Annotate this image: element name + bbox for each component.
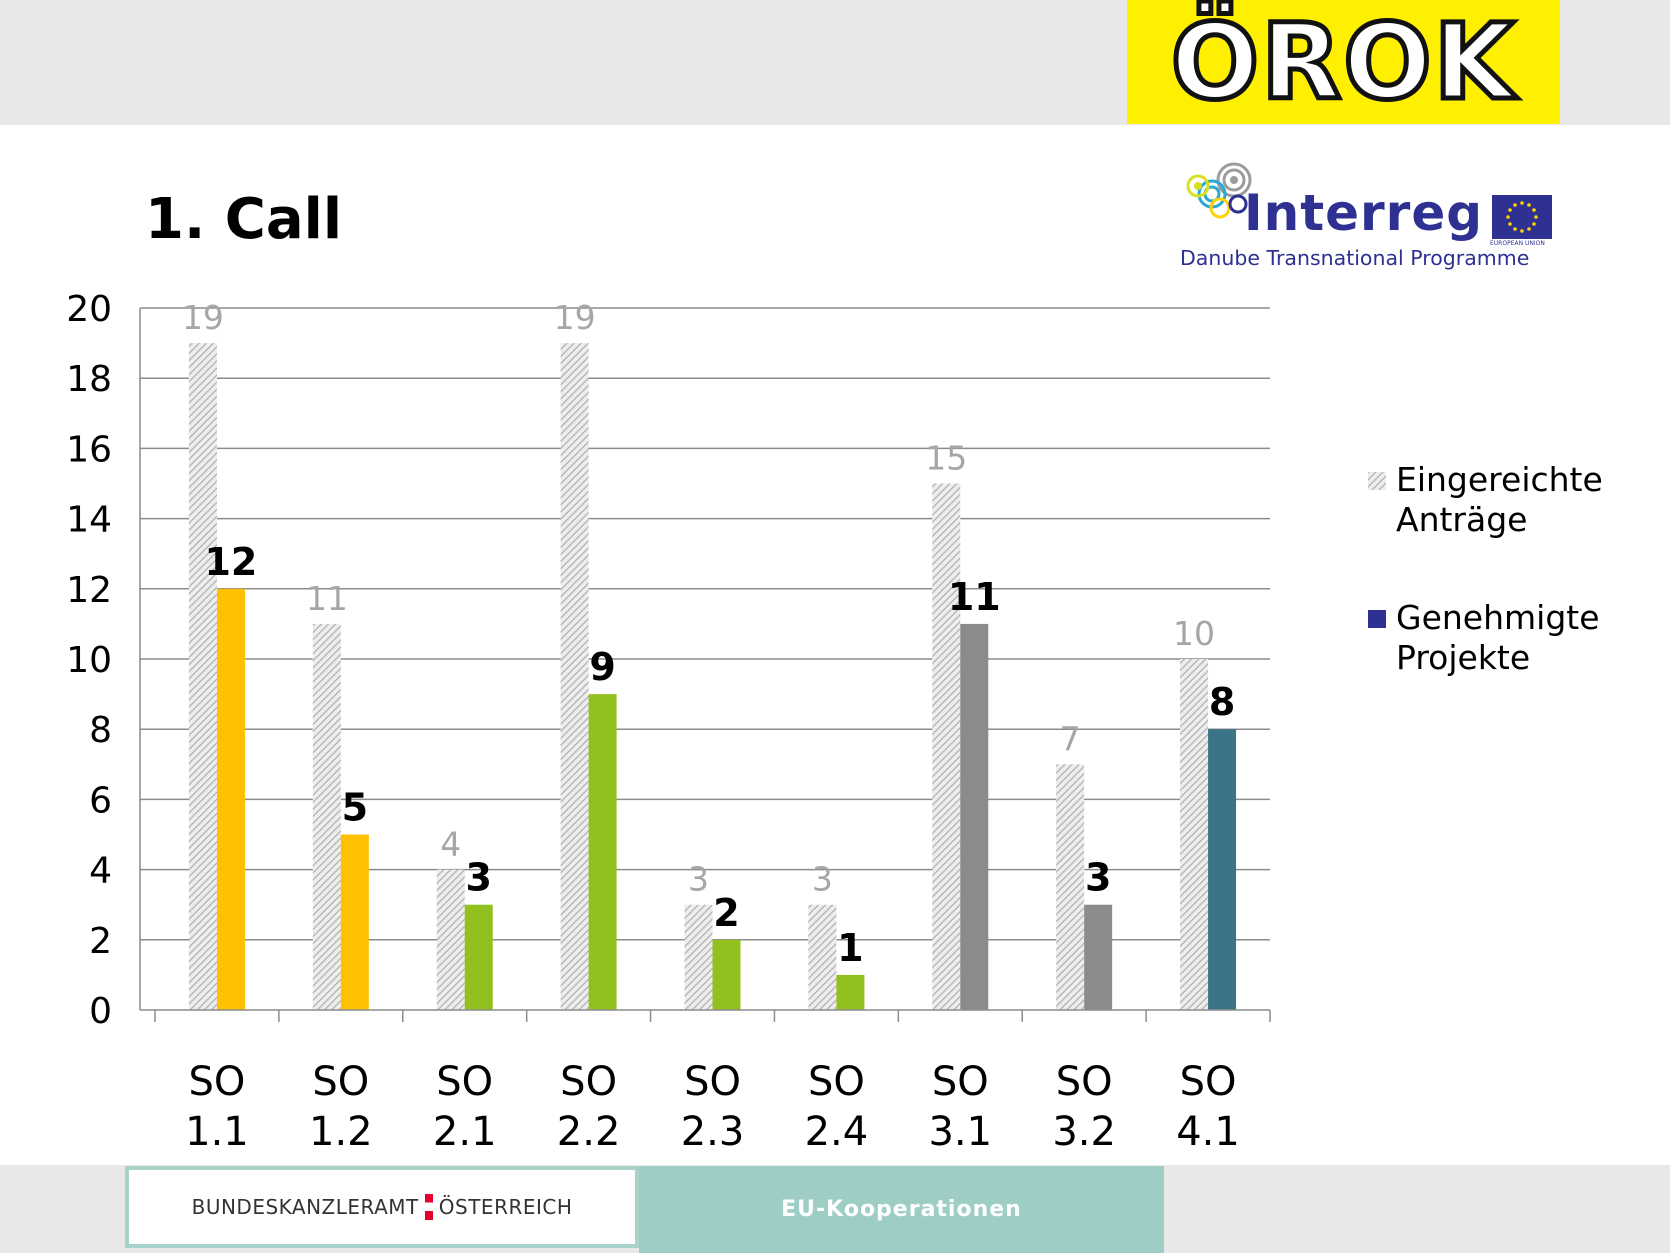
x-tick-label: SO [932, 1059, 989, 1105]
bar-eingereichte [1180, 659, 1209, 1010]
x-tick-label: SO [312, 1059, 369, 1105]
bar-genehmigte [216, 588, 245, 1010]
bka-text-2: ÖSTERREICH [438, 1195, 573, 1219]
x-tick-label: 2.4 [805, 1109, 869, 1155]
bar-eingereichte [560, 343, 589, 1011]
eu-flag-icon [1492, 195, 1552, 239]
y-tick-label: 4 [89, 851, 112, 892]
legend-label-genehmigte: Genehmigte Projekte [1396, 598, 1600, 677]
data-label-eingereichte: 7 [1060, 719, 1081, 758]
data-label-eingereichte: 11 [306, 579, 348, 618]
axes: 02468101214161820SO1.1SO1.2SO2.1SO2.2SO2… [66, 289, 1271, 1155]
bar-genehmigte [464, 904, 493, 1010]
bar-eingereichte [312, 623, 341, 1010]
x-tick-label: SO [1180, 1059, 1237, 1105]
data-label-eingereichte: 19 [182, 298, 224, 337]
bundeskanzleramt-logo: BUNDESKANZLERAMT ÖSTERREICH [125, 1166, 639, 1248]
x-tick-label: 2.3 [681, 1109, 745, 1155]
bar-genehmigte [1208, 729, 1237, 1010]
data-label-genehmigte: 9 [589, 645, 615, 689]
eu-caption: EUROPEAN UNION [1490, 240, 1545, 247]
x-tick-label: 2.2 [557, 1109, 621, 1155]
page-title: 1. Call [145, 187, 343, 252]
x-tick-label: 2.1 [433, 1109, 497, 1155]
y-tick-label: 10 [66, 640, 112, 681]
orok-logo: ÖROK [1127, 0, 1560, 124]
legend-swatch-solid [1368, 610, 1386, 628]
x-tick-label: SO [684, 1059, 741, 1105]
data-label-eingereichte: 3 [688, 860, 709, 899]
legend-label-eingereichte: Eingereichte Anträge [1396, 460, 1603, 539]
x-tick-label: SO [436, 1059, 493, 1105]
interreg-swirl-icon [1186, 162, 1252, 219]
y-tick-label: 8 [89, 710, 112, 751]
data-label-eingereichte: 4 [440, 825, 461, 864]
bar-genehmigte [960, 623, 989, 1010]
austria-flag-icon [424, 1194, 433, 1220]
data-label-genehmigte: 3 [1085, 856, 1111, 900]
data-label-genehmigte: 12 [204, 540, 257, 584]
data-label-eingereichte: 10 [1173, 614, 1215, 653]
x-tick-label: SO [560, 1059, 617, 1105]
bar-eingereichte [808, 904, 837, 1010]
x-tick-label: 1.1 [185, 1109, 249, 1155]
bar-eingereichte [436, 869, 465, 1010]
orok-logo-text: ÖROK [1168, 1, 1517, 123]
data-label-eingereichte: 15 [925, 439, 967, 478]
bar-eingereichte [188, 343, 217, 1011]
x-tick-label: SO [808, 1059, 865, 1105]
data-label-eingereichte: 19 [554, 298, 596, 337]
x-tick-label: 3.2 [1052, 1109, 1116, 1155]
data-label-genehmigte: 5 [342, 786, 368, 830]
data-label-genehmigte: 3 [465, 856, 491, 900]
y-tick-label: 6 [89, 780, 112, 821]
y-tick-label: 16 [66, 429, 112, 470]
bars [188, 343, 1237, 1011]
bar-eingereichte [932, 483, 961, 1010]
data-label-eingereichte: 3 [812, 860, 833, 899]
bar-genehmigte [340, 834, 369, 1010]
y-tick-label: 0 [89, 991, 112, 1032]
legend-item-eingereichte: Eingereichte Anträge [1368, 460, 1626, 540]
eu-kooperationen-label: EU-Kooperationen [781, 1197, 1022, 1222]
legend-item-genehmigte: Genehmigte Projekte [1368, 598, 1626, 678]
bka-text-1: BUNDESKANZLERAMT [191, 1195, 419, 1219]
data-label-genehmigte: 8 [1209, 680, 1235, 724]
interreg-subtitle: Danube Transnational Programme [1180, 246, 1530, 270]
bar-genehmigte [588, 694, 617, 1010]
y-tick-label: 20 [66, 289, 112, 330]
y-tick-label: 14 [66, 500, 112, 541]
x-tick-label: SO [189, 1059, 246, 1105]
x-tick-label: SO [1056, 1059, 1113, 1105]
bar-genehmigte [712, 939, 741, 1010]
data-label-genehmigte: 1 [837, 926, 863, 970]
gridlines [140, 307, 1270, 941]
bar-eingereichte [684, 904, 713, 1010]
bar-genehmigte [1084, 904, 1113, 1010]
y-tick-label: 12 [66, 570, 112, 611]
data-label-genehmigte: 11 [948, 575, 1001, 619]
y-tick-label: 18 [66, 359, 112, 400]
legend: Eingereichte Anträge Genehmigte Projekte [1368, 460, 1626, 736]
legend-swatch-hatched [1368, 472, 1386, 490]
y-tick-label: 2 [89, 921, 112, 962]
bar-eingereichte [1056, 764, 1085, 1010]
interreg-logo: Interreg EUROPEAN UNION Danube Transnati… [1178, 160, 1558, 275]
eu-kooperationen-banner: EU-Kooperationen [639, 1166, 1164, 1253]
bar-genehmigte [836, 974, 865, 1010]
x-tick-label: 3.1 [928, 1109, 992, 1155]
x-tick-label: 1.2 [309, 1109, 373, 1155]
interreg-wordmark: Interreg [1244, 184, 1484, 242]
x-tick-label: 4.1 [1176, 1109, 1240, 1155]
data-label-genehmigte: 2 [713, 891, 739, 935]
